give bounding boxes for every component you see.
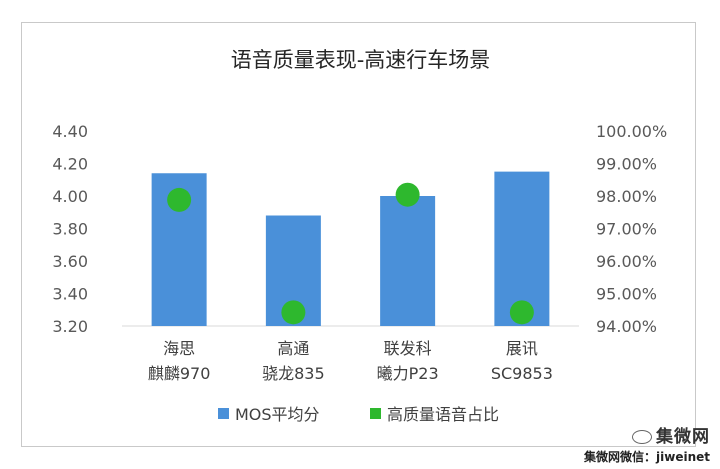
x-tick-label: 曦力P23: [377, 364, 439, 383]
legend-label-bar: MOS平均分: [235, 405, 320, 424]
watermark-logo-text: 集微网: [656, 427, 710, 447]
x-tick-label: 展讯: [506, 339, 538, 358]
y-right-tick-label: 96.00%: [596, 252, 657, 271]
watermark-logo: 集微网: [584, 422, 710, 447]
y-left-tick-label: 3.60: [52, 252, 88, 271]
y-right-tick-label: 98.00%: [596, 187, 657, 206]
x-tick-label: SC9853: [491, 364, 553, 383]
chart-title: 语音质量表现-高速行车场景: [231, 48, 491, 72]
wechat-icon: [632, 430, 652, 444]
y-right-tick-label: 95.00%: [596, 285, 657, 304]
legend-label-point: 高质量语音占比: [387, 405, 499, 424]
watermark: 集微网 集微网微信：jiweinet: [584, 422, 710, 465]
x-tick-label: 海思: [163, 339, 195, 358]
y-left-tick-label: 3.40: [52, 285, 88, 304]
y-right-tick-label: 97.00%: [596, 220, 657, 239]
watermark-subtitle: 集微网微信：jiweinet: [584, 450, 710, 464]
legend-swatch-point: [370, 408, 381, 419]
x-tick-label: 联发科: [384, 339, 432, 358]
point-3: [395, 182, 420, 207]
x-tick-label: 骁龙835: [262, 364, 325, 383]
y-left-tick-label: 3.20: [52, 317, 88, 336]
bar-4: [494, 171, 550, 326]
chart-canvas: 语音质量表现-高速行车场景 4.40 4.20 4.00 3.80 3.60 3.40 3.2…: [52, 48, 667, 424]
legend-swatch-bar: [218, 408, 229, 419]
x-tick-label: 麒麟970: [148, 364, 211, 383]
point-4: [509, 300, 534, 325]
y-right-tick-label: 94.00%: [596, 317, 657, 336]
x-tick-label: 高通: [277, 339, 309, 358]
y-left-tick-label: 4.20: [52, 155, 88, 174]
y-left-tick-label: 4.00: [52, 187, 88, 206]
bar-3: [380, 196, 436, 326]
point-2: [281, 300, 306, 325]
point-1: [167, 187, 192, 212]
y-right-tick-label: 99.00%: [596, 155, 657, 174]
y-left-tick-label: 4.40: [52, 122, 88, 141]
y-left-tick-label: 3.80: [52, 220, 88, 239]
chart-frame: 语音质量表现-高速行车场景 4.40 4.20 4.00 3.80 3.60 3.40 3.2…: [21, 22, 696, 447]
y-right-tick-label: 100.00%: [596, 122, 667, 141]
